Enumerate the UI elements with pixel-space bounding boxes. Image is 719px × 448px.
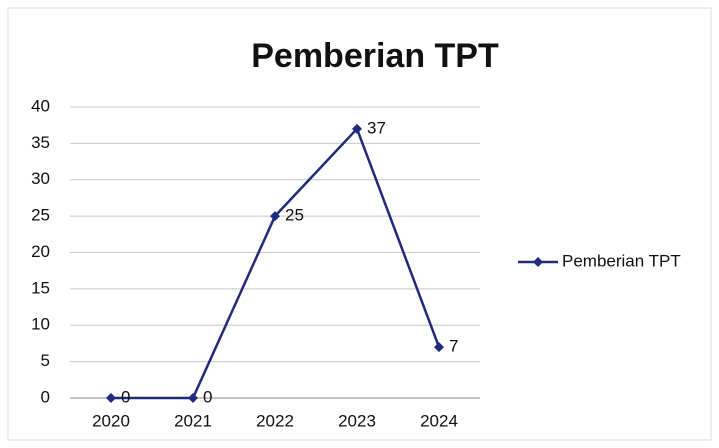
data-label: 7	[449, 337, 458, 356]
y-tick-label: 10	[31, 315, 50, 334]
legend-marker	[533, 257, 543, 267]
x-tick-label: 2023	[338, 411, 376, 430]
y-tick-label: 25	[31, 206, 50, 225]
y-tick-label: 40	[31, 96, 50, 115]
marker	[106, 393, 116, 403]
y-tick-label: 5	[41, 351, 50, 370]
y-tick-label: 15	[31, 278, 50, 297]
data-label: 0	[121, 387, 130, 406]
chart-title: Pemberian TPT	[251, 37, 499, 75]
y-tick-label: 30	[31, 169, 50, 188]
marker	[270, 211, 280, 222]
legend-label: Pemberian TPT	[562, 251, 681, 270]
data-label: 37	[367, 118, 386, 137]
marker	[434, 342, 444, 353]
y-tick-label: 35	[31, 133, 50, 152]
x-tick-label: 2022	[256, 411, 294, 430]
x-tick-label: 2020	[92, 411, 130, 430]
data-label: 0	[203, 387, 212, 406]
data-line	[111, 126, 441, 400]
data-label: 25	[285, 206, 304, 225]
x-tick-label: 2024	[420, 411, 458, 430]
chart-border	[7, 7, 712, 441]
y-tick-label: 0	[41, 387, 50, 406]
marker	[352, 123, 362, 134]
marker	[188, 393, 198, 403]
x-tick-label: 2021	[174, 411, 212, 430]
y-tick-label: 20	[31, 242, 50, 261]
